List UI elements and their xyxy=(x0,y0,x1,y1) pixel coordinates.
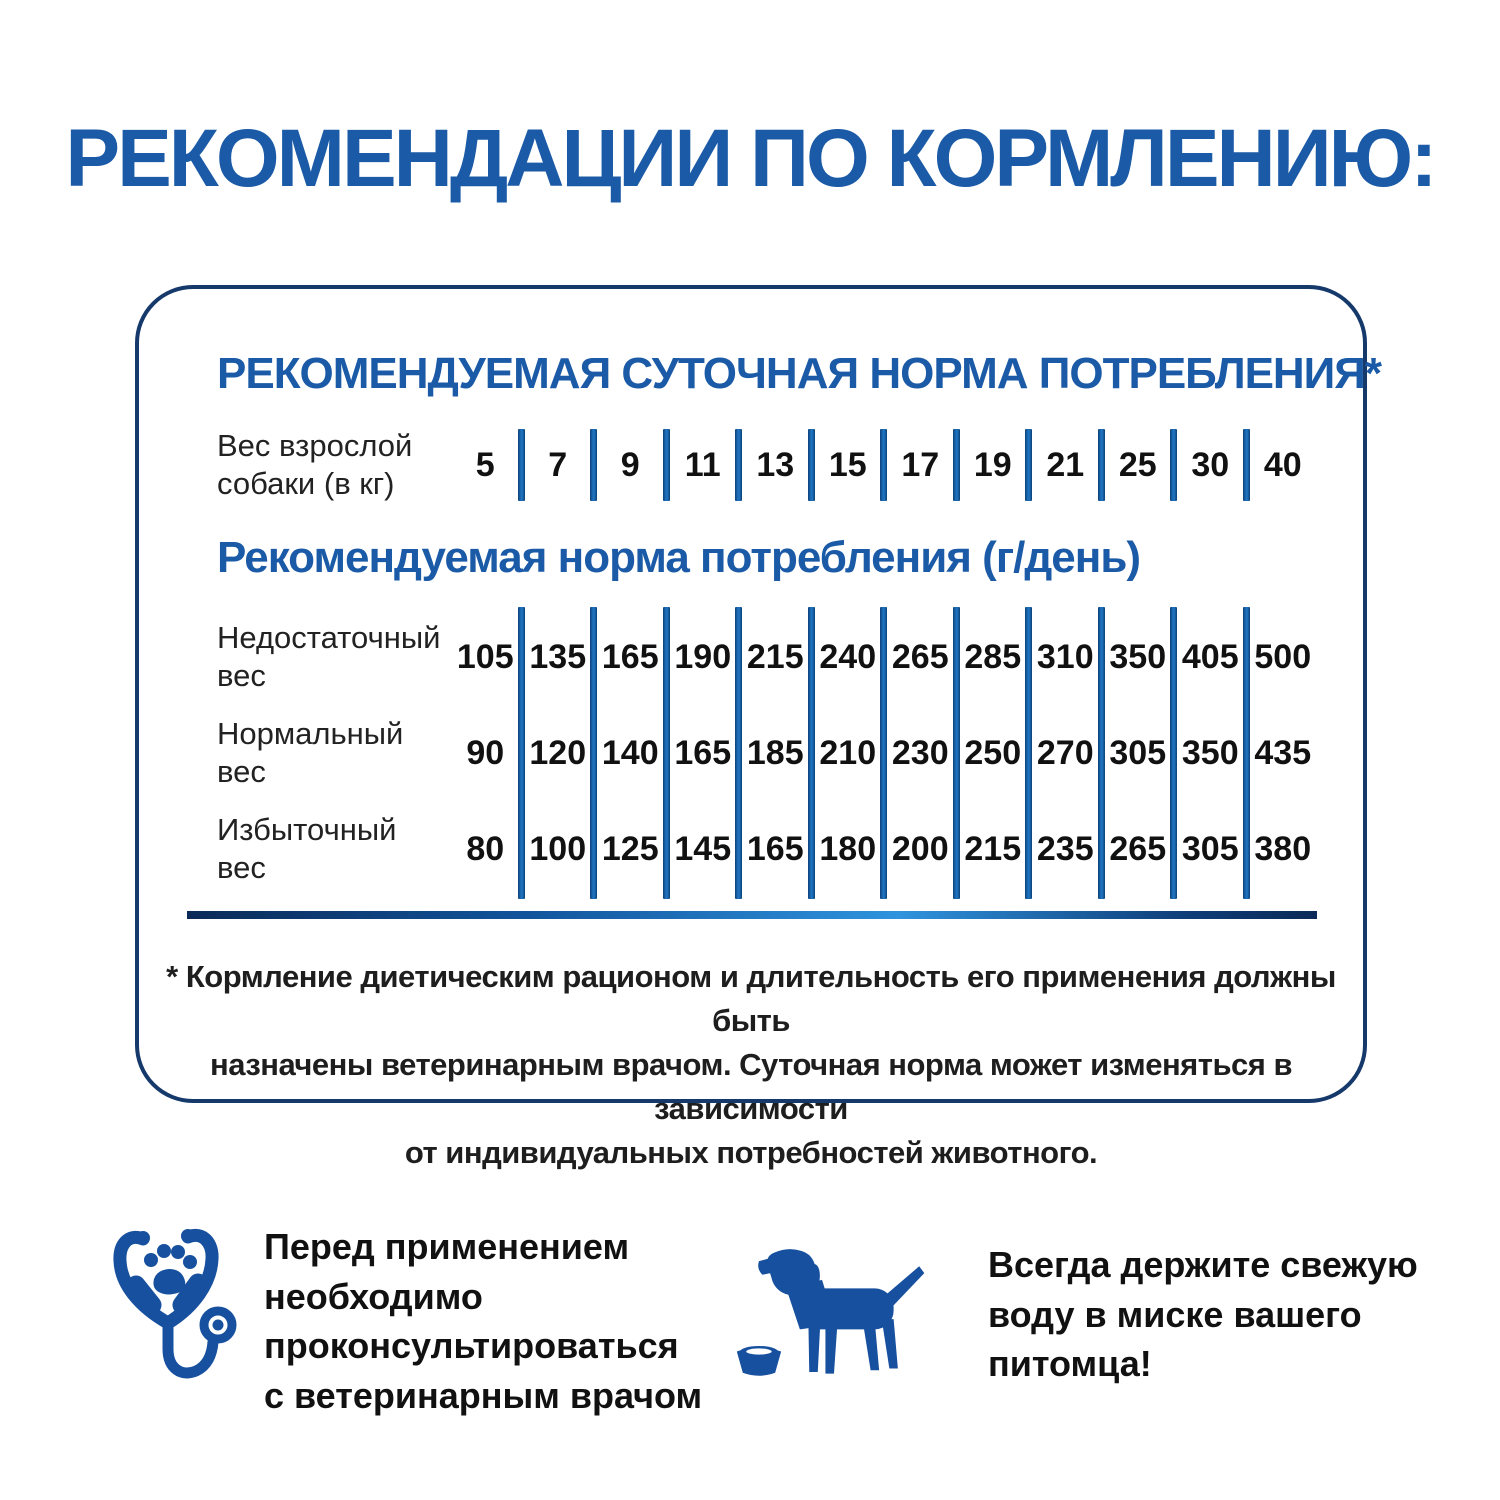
table-cell: 125 xyxy=(594,830,667,869)
stethoscope-paw-icon xyxy=(112,1222,242,1405)
table-cell: 305 xyxy=(1102,734,1175,773)
footnote-line: назначены ветеринарным врачом. Суточная … xyxy=(209,1047,1293,1127)
vet-consult-text: Перед применением необходимо проконсультир… xyxy=(264,1222,702,1421)
table-cell: 120 xyxy=(522,734,595,773)
table-cell: 13 xyxy=(739,446,812,485)
table-cell: 165 xyxy=(594,638,667,677)
row-label-line: вес xyxy=(217,754,266,789)
table-cell: 380 xyxy=(1247,830,1320,869)
vet-consult-tip: Перед применением необходимо проконсультир… xyxy=(112,1222,702,1421)
table-cell: 21 xyxy=(1029,446,1102,485)
table-cell: 9 xyxy=(594,446,667,485)
table-cell: 15 xyxy=(812,446,885,485)
feeding-table-panel: РЕКОМЕНДУЕМАЯ СУТОЧНАЯ НОРМА ПОТРЕБЛЕНИЯ… xyxy=(135,285,1382,1170)
fresh-water-text: Всегда держите свежую воду в миске вашего… xyxy=(988,1240,1418,1389)
table-cell: 185 xyxy=(739,734,812,773)
table-cell: 140 xyxy=(594,734,667,773)
table-cell: 17 xyxy=(884,446,957,485)
tip-text-line: с ветеринарным врачом xyxy=(264,1375,703,1417)
table-cell: 11 xyxy=(667,446,740,485)
row-label-normal: Нормальный вес xyxy=(217,715,449,791)
gradient-divider xyxy=(187,911,1317,919)
row-label-underweight: Недостаточный вес xyxy=(217,619,449,695)
table-cell: 165 xyxy=(667,734,740,773)
fresh-water-tip: Всегда держите свежую воду в миске вашего… xyxy=(730,1240,1418,1393)
daily-intake-heading: РЕКОМЕНДУЕМАЯ СУТОЧНАЯ НОРМА ПОТРЕБЛЕНИЯ… xyxy=(217,349,1382,398)
table-cell: 19 xyxy=(957,446,1030,485)
table-row-weights: Вес взрослой собаки (в кг) 5 7 9 11 13 15 17 19 2… xyxy=(217,421,1319,509)
footnote: * Кормление диетическим рационом и длите… xyxy=(139,955,1363,1175)
table-cell: 350 xyxy=(1174,734,1247,773)
table-cell: 210 xyxy=(812,734,885,773)
footnote-line: * Кормление диетическим рационом и длите… xyxy=(166,959,1336,1039)
row-label-line: Недостаточный xyxy=(217,620,441,656)
table-cell: 250 xyxy=(957,734,1030,773)
table-cell: 265 xyxy=(1102,830,1175,869)
table-cell: 240 xyxy=(812,638,885,677)
table-cell: 235 xyxy=(1029,830,1102,869)
table-cell: 350 xyxy=(1102,638,1175,677)
table-cell: 165 xyxy=(739,830,812,869)
table-cell: 285 xyxy=(957,638,1030,677)
table-cell: 25 xyxy=(1102,446,1175,485)
table-cell: 145 xyxy=(667,830,740,869)
table-cell: 305 xyxy=(1174,830,1247,869)
dog-with-bowl-icon xyxy=(730,1240,926,1393)
tip-text-line: питомца! xyxy=(988,1343,1152,1385)
table-cell: 105 xyxy=(456,637,514,676)
tip-text-line: воду в миске вашего xyxy=(988,1293,1362,1335)
table-cell: 5 xyxy=(475,445,495,484)
table-cell: 40 xyxy=(1247,446,1320,485)
table-cell: 200 xyxy=(884,830,957,869)
table-cell: 180 xyxy=(812,830,885,869)
table-cell: 190 xyxy=(667,638,740,677)
table-cell: 230 xyxy=(884,734,957,773)
table-cell: 405 xyxy=(1174,638,1247,677)
table-cell: 215 xyxy=(957,830,1030,869)
table-cell: 135 xyxy=(522,638,595,677)
table-cell: 265 xyxy=(884,638,957,677)
table-cell: 310 xyxy=(1029,638,1102,677)
tip-text-line: Всегда держите свежую xyxy=(988,1244,1418,1285)
table-cell: 90 xyxy=(466,733,505,772)
page-title: РЕКОМЕНДАЦИИ ПО КОРМЛЕНИЮ: xyxy=(65,113,1437,204)
tip-text-line: проконсультироваться xyxy=(264,1325,679,1367)
table-cell: 80 xyxy=(466,829,505,868)
tip-text-line: необходимо xyxy=(264,1275,483,1317)
row-label-overweight: Избыточный вес xyxy=(217,811,449,887)
table-cell: 7 xyxy=(522,446,595,485)
row-label-line: Избыточный xyxy=(217,812,397,848)
intake-heading: Рекомендуемая норма потребления (г/день) xyxy=(217,533,1141,582)
table-cell: 100 xyxy=(522,830,595,869)
row-label-line: Нормальный xyxy=(217,716,404,752)
row-label-line: вес xyxy=(217,850,266,885)
footnote-line: от индивидуальных потребностей животного… xyxy=(404,1135,1098,1171)
table-row-normal: Нормальный вес 90 120 140 165 185 210 230 250 270… xyxy=(217,705,1319,801)
table-cell: 30 xyxy=(1174,446,1247,485)
row-label-weight: Вес взрослой собаки (в кг) xyxy=(217,427,449,503)
table-row-underweight: Недостаточный вес 105 135 165 190 215 240 265 28… xyxy=(217,609,1319,705)
tip-text-line: Перед применением xyxy=(264,1226,630,1267)
table-cell: 270 xyxy=(1029,734,1102,773)
table-cell: 215 xyxy=(739,638,812,677)
table-cell: 500 xyxy=(1247,638,1320,677)
row-label-line: вес xyxy=(217,658,266,693)
table-row-overweight: Избыточный вес 80 100 125 145 165 180 200 215 235… xyxy=(217,801,1319,897)
table-cell: 435 xyxy=(1247,734,1320,773)
row-label-line: Вес взрослой xyxy=(217,428,413,464)
row-label-line: собаки (в кг) xyxy=(217,466,395,501)
